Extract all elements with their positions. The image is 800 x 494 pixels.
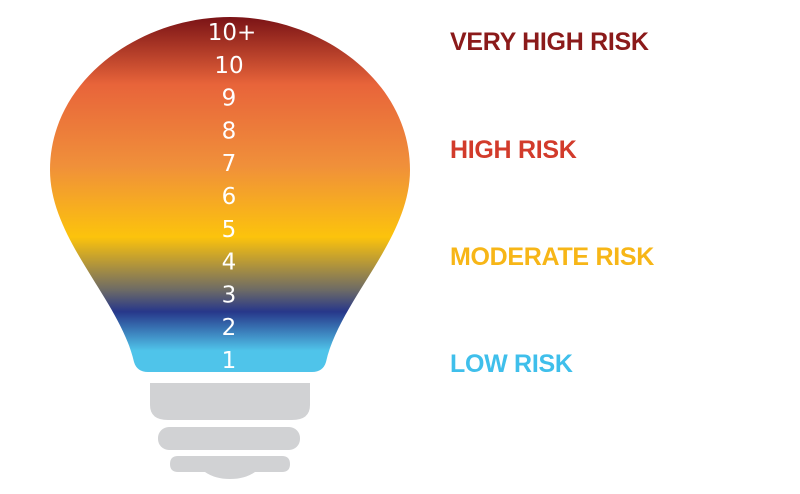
label-low-risk: LOW RISK xyxy=(450,350,573,378)
scale-number: 1 xyxy=(222,348,237,374)
scale-number: 10 xyxy=(214,53,243,79)
label-very-high-risk: VERY HIGH RISK xyxy=(450,28,649,56)
bulb-base-tip xyxy=(170,456,290,479)
scale-number: 6 xyxy=(222,184,237,210)
scale-number: 10+ xyxy=(208,20,257,46)
scale-number: 3 xyxy=(222,282,237,308)
scale-number: 9 xyxy=(222,86,237,112)
scale-number: 5 xyxy=(222,217,237,243)
label-high-risk: HIGH RISK xyxy=(450,136,577,164)
bulb-glass xyxy=(50,17,410,372)
label-moderate-risk: MODERATE RISK xyxy=(450,243,654,271)
scale-number: 4 xyxy=(222,250,237,276)
bulb-base-ring-2 xyxy=(158,427,300,450)
scale-number: 7 xyxy=(222,151,237,177)
bulb-base-ring-1 xyxy=(150,383,310,420)
scale-number: 8 xyxy=(222,118,237,144)
scale-number: 2 xyxy=(222,315,237,341)
